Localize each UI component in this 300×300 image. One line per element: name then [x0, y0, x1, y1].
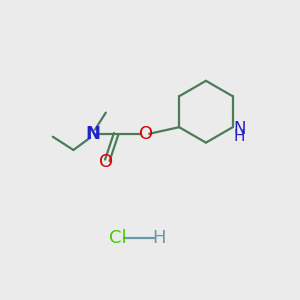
- Text: H: H: [152, 229, 166, 247]
- Text: O: O: [99, 153, 113, 171]
- Text: N: N: [233, 120, 245, 138]
- Text: N: N: [85, 125, 100, 143]
- Text: Cl: Cl: [109, 229, 126, 247]
- Text: O: O: [139, 125, 153, 143]
- Text: H: H: [233, 129, 245, 144]
